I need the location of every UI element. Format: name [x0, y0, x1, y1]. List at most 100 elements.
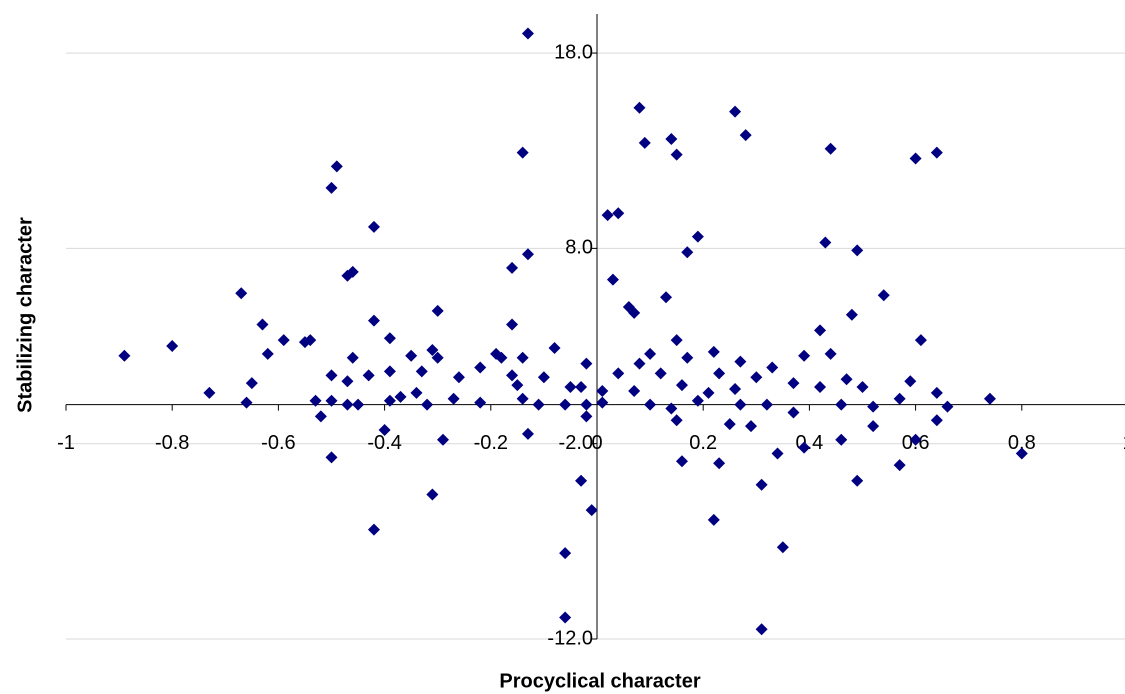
- data-point: [474, 396, 487, 409]
- data-point: [729, 105, 742, 118]
- data-point: [383, 394, 396, 407]
- data-point: [675, 379, 688, 392]
- data-point: [681, 351, 694, 364]
- data-point: [421, 398, 434, 411]
- data-point: [431, 351, 444, 364]
- data-point: [750, 371, 763, 384]
- data-point: [1015, 447, 1028, 460]
- data-point: [580, 357, 593, 370]
- x-tick-label: -0.4: [367, 432, 401, 454]
- data-point: [362, 369, 375, 382]
- data-point: [665, 133, 678, 145]
- data-point: [633, 357, 646, 370]
- data-point: [713, 457, 726, 470]
- y-tick-label: 18.0: [554, 41, 593, 63]
- data-point: [431, 304, 444, 317]
- data-point: [670, 414, 683, 427]
- data-point: [904, 375, 917, 388]
- data-point: [532, 398, 545, 411]
- data-point: [235, 287, 248, 300]
- data-point: [819, 236, 832, 249]
- data-point: [309, 394, 322, 407]
- x-tick-label: -0.6: [261, 432, 295, 454]
- data-point: [346, 351, 359, 364]
- data-point: [983, 392, 996, 405]
- y-tick-label: -2.0: [559, 432, 593, 454]
- data-point: [325, 369, 338, 382]
- data-point: [118, 349, 131, 362]
- data-point: [941, 400, 954, 413]
- data-point: [824, 347, 837, 360]
- data-point: [660, 291, 673, 304]
- data-point: [638, 136, 651, 149]
- data-point: [559, 547, 572, 560]
- data-point: [893, 459, 906, 472]
- data-point: [511, 379, 524, 392]
- data-point: [914, 334, 927, 347]
- data-point: [909, 433, 922, 446]
- data-point: [516, 146, 529, 159]
- data-point: [835, 398, 848, 411]
- data-point: [612, 367, 625, 380]
- data-point: [506, 369, 519, 382]
- data-point: [330, 160, 343, 173]
- data-point: [835, 433, 848, 446]
- data-point: [612, 207, 625, 220]
- data-point: [585, 504, 598, 517]
- data-point: [771, 447, 784, 460]
- data-point: [628, 306, 641, 319]
- data-point: [298, 336, 311, 349]
- data-point: [325, 451, 338, 464]
- data-point: [564, 381, 577, 394]
- data-point: [713, 367, 726, 380]
- data-point: [707, 513, 720, 526]
- data-point: [575, 474, 588, 487]
- data-point: [240, 396, 253, 409]
- data-point: [755, 623, 768, 636]
- data-point: [506, 261, 519, 274]
- y-tick-label: -12.0: [547, 627, 593, 649]
- data-point: [644, 347, 657, 360]
- data-point: [606, 273, 619, 286]
- data-point: [654, 367, 667, 380]
- data-point: [930, 146, 943, 159]
- data-point: [341, 398, 354, 411]
- data-point: [670, 334, 683, 347]
- data-point: [277, 334, 290, 347]
- data-point: [474, 361, 487, 374]
- data-point: [394, 390, 407, 403]
- data-point: [691, 230, 704, 243]
- x-tick-label: -0.8: [155, 432, 189, 454]
- data-point: [367, 314, 380, 327]
- data-point: [739, 129, 752, 142]
- data-point: [410, 386, 423, 399]
- data-point: [580, 398, 593, 411]
- data-point: [596, 384, 609, 397]
- y-tick-label: 8.0: [565, 237, 593, 259]
- data-point: [851, 244, 864, 257]
- data-point: [447, 392, 460, 405]
- data-point: [702, 386, 715, 399]
- data-point: [426, 488, 439, 501]
- data-point: [256, 318, 269, 331]
- data-point: [367, 220, 380, 233]
- data-point: [930, 386, 943, 399]
- data-point: [798, 349, 811, 362]
- data-point: [787, 377, 800, 390]
- data-point: [856, 381, 869, 394]
- data-point: [537, 371, 550, 384]
- data-point: [261, 347, 274, 360]
- data-point: [840, 373, 853, 386]
- data-point: [877, 289, 890, 302]
- data-point: [930, 414, 943, 427]
- data-point: [681, 246, 694, 259]
- x-axis-title: Procyclical character: [499, 670, 700, 692]
- data-point: [495, 351, 508, 364]
- data-point: [325, 394, 338, 407]
- data-point: [665, 402, 678, 415]
- data-point: [426, 343, 439, 356]
- x-tick-label: 0.2: [689, 432, 717, 454]
- data-point: [559, 398, 572, 411]
- data-point: [601, 209, 614, 222]
